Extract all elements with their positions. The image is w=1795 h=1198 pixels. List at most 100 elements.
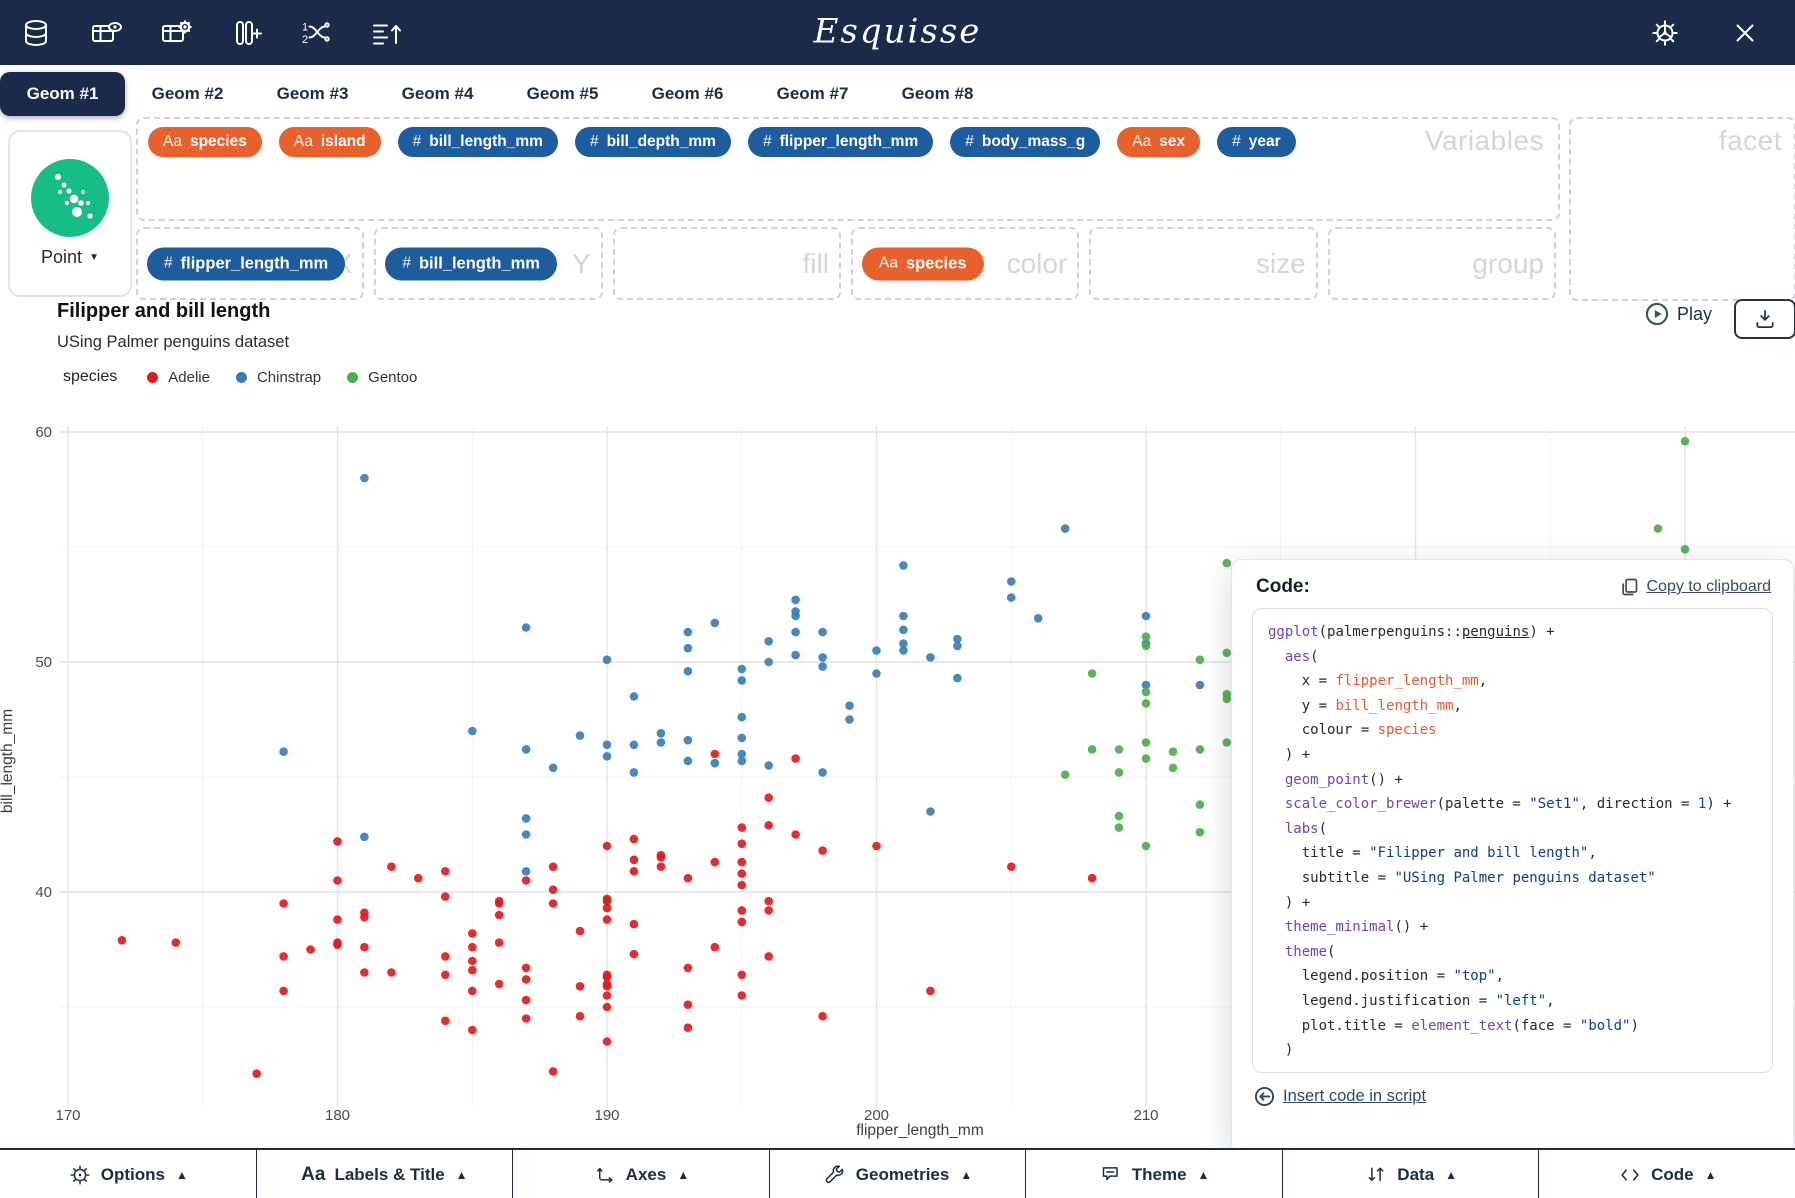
data-point [737, 839, 747, 848]
data-point [1222, 648, 1232, 658]
data-point [656, 738, 666, 747]
bottom-button-code[interactable]: Code ▲ [1539, 1150, 1795, 1198]
bottom-button-labels-title[interactable]: Aa Labels & Title ▲ [257, 1150, 514, 1198]
data-point [683, 756, 693, 766]
aes-pill-bill_length_mm[interactable]: # bill_length_mm [385, 247, 557, 280]
series-chinstrap [279, 473, 1205, 876]
settings-gear-button[interactable] [1645, 15, 1685, 51]
bottom-button-label: Data [1397, 1165, 1435, 1184]
series-adelie [117, 749, 1097, 1078]
tab-geom-3[interactable]: Geom #3 [276, 83, 349, 103]
tab-geom-7[interactable]: Geom #7 [776, 83, 849, 103]
bottom-button-options[interactable]: Options ▲ [0, 1150, 257, 1198]
geom-selector-dropdown[interactable]: Point ▼ [8, 130, 132, 297]
tab-geom-6[interactable]: Geom #6 [651, 83, 724, 103]
r-code-block: ggplot(palmerpenguins::penguins) + aes( … [1252, 608, 1773, 1073]
variable-pill-sex[interactable]: Aa sex [1117, 127, 1201, 157]
data-point [1168, 763, 1178, 773]
tab-geom-1[interactable]: Geom #1 [0, 72, 125, 116]
data-point [494, 896, 504, 906]
code-line: colour = species [1268, 722, 1437, 739]
aes-dropzone-fill[interactable]: fill [612, 227, 841, 300]
insert-code-button[interactable]: Insert code in script [1254, 1086, 1426, 1107]
bottom-button-theme[interactable]: Theme ▲ [1026, 1150, 1283, 1198]
data-point [468, 965, 477, 975]
data-point [737, 733, 747, 743]
data-point [710, 618, 720, 628]
legend-dot [147, 371, 159, 383]
legend-item-chinstrap: Chinstrap [235, 369, 321, 386]
data-point [629, 949, 639, 959]
download-plot-button[interactable] [1734, 299, 1795, 339]
data-point [1680, 436, 1690, 446]
data-point [1060, 770, 1070, 779]
code-panel: Code: Copy to clipboard ggplot(palmerpen… [1231, 559, 1794, 1153]
tab-geom-2[interactable]: Geom #2 [151, 83, 224, 103]
data-point [575, 982, 585, 991]
data-point [575, 926, 585, 936]
data-point [521, 995, 531, 1005]
facet-dropzone[interactable]: facet [1569, 117, 1795, 301]
tick-label: 200 [864, 1107, 889, 1124]
variable-pill-flipper_length_mm[interactable]: # flipper_length_mm [747, 127, 934, 157]
aes-dropzone-color[interactable]: color Aa species [850, 227, 1080, 300]
close-button[interactable] [1725, 15, 1765, 51]
data-point [737, 991, 747, 1000]
variable-name: body_mass_g [981, 133, 1086, 150]
bottom-button-data[interactable]: Data ▲ [1283, 1150, 1540, 1198]
data-point [279, 899, 288, 908]
aes-dropzone-group[interactable]: group [1327, 227, 1556, 300]
code-line: subtitle = "USing Palmer penguins datase… [1268, 869, 1656, 886]
data-point [737, 756, 747, 766]
data-point [1195, 680, 1205, 690]
variable-pill-species[interactable]: Aa species [148, 127, 262, 157]
aes-dropzone-x[interactable]: X#flipper_length_mm [136, 227, 365, 300]
data-point [521, 745, 531, 754]
aes-pill-species[interactable]: Aa species [861, 247, 984, 280]
create-column-button[interactable] [226, 15, 266, 51]
tab-geom-5[interactable]: Geom #5 [526, 83, 599, 103]
bottom-button-geometries[interactable]: Geometries ▲ [770, 1150, 1027, 1198]
svg-text:1: 1 [302, 21, 308, 33]
variable-pill-bill_length_mm[interactable]: # bill_length_mm [397, 127, 558, 157]
tab-geom-8[interactable]: Geom #8 [901, 83, 974, 103]
aes-pill-flipper_length_mm[interactable]: # flipper_length_mm [147, 247, 346, 280]
data-point [1195, 800, 1205, 809]
data-point [441, 867, 450, 876]
sort-rows-button[interactable] [366, 15, 406, 51]
tab-geom-4[interactable]: Geom #4 [401, 83, 474, 103]
variables-dropzone[interactable]: Variables Aa species Aa island # bill_length_… [136, 117, 1560, 221]
variable-pill-body_mass_g[interactable]: # body_mass_g [950, 127, 1101, 157]
play-button[interactable]: Play [1645, 302, 1712, 326]
database-button[interactable] [16, 15, 56, 51]
data-point [1195, 745, 1205, 754]
data-point [764, 896, 773, 906]
data-point [1114, 745, 1124, 754]
bottom-button-axes[interactable]: Axes ▲ [513, 1150, 770, 1198]
tick-label: 180 [325, 1107, 350, 1124]
aes-dropzone-y[interactable]: Y # bill_length_mm [374, 227, 603, 300]
tick-label: 190 [594, 1107, 619, 1124]
code-line: aes( [1284, 648, 1319, 665]
data-point [521, 814, 531, 823]
data-point [521, 623, 531, 632]
variable-pill-island[interactable]: Aa island [278, 127, 381, 157]
data-point [548, 1067, 558, 1076]
numeric-type-icon: # [589, 133, 599, 150]
update-variables-button[interactable] [156, 15, 196, 51]
data-point [683, 1000, 693, 1009]
variable-pill-bill_depth_mm[interactable]: # bill_depth_mm [574, 127, 731, 157]
code-line: legend.position = "top", [1268, 968, 1505, 985]
theme-icon [1099, 1163, 1123, 1187]
data-point [360, 913, 369, 922]
data-point [899, 561, 908, 570]
variable-pill-year[interactable]: # year [1217, 127, 1296, 157]
data-point [441, 1016, 450, 1026]
view-data-button[interactable] [86, 15, 126, 51]
data-point [494, 910, 504, 920]
aes-dropzone-size[interactable]: size [1089, 227, 1318, 300]
copy-to-clipboard-button[interactable]: Copy to clipboard [1619, 577, 1771, 597]
data-point [764, 761, 773, 770]
